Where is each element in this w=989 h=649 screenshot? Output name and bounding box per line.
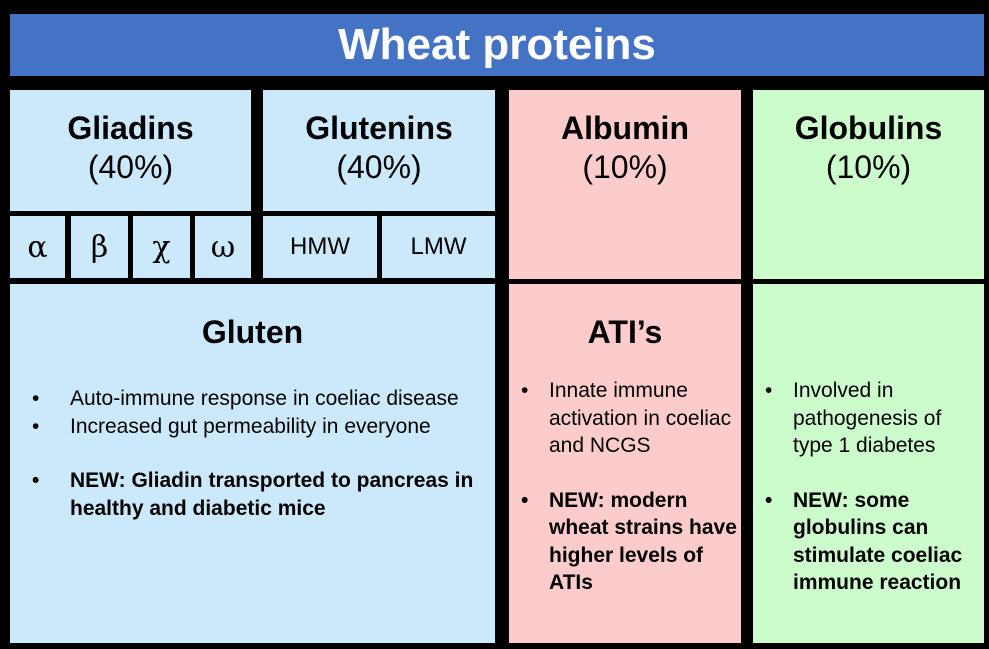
globulins-bullet-2: NEW: some globulins can stimulate coelia… xyxy=(765,487,981,597)
glutenin-hmw: HMW xyxy=(263,216,377,278)
gliadins-header: Gliadins (40%) xyxy=(10,90,251,211)
gluten-panel: Gluten Auto-immune response in coeliac d… xyxy=(10,284,495,643)
gliadin-alpha: α xyxy=(10,216,65,278)
globulins-bullets: Involved in pathogenesis of type 1 diabe… xyxy=(765,377,981,597)
gliadin-omega: ω xyxy=(195,216,251,278)
gliadin-beta: β xyxy=(71,216,128,278)
globulins-name: Globulins xyxy=(794,110,943,146)
gliadins-name: Gliadins xyxy=(67,110,194,146)
gluten-title: Gluten xyxy=(201,314,304,350)
glutenin-lmw: LMW xyxy=(382,216,495,278)
gluten-bullet-1: Auto-immune response in coeliac disease xyxy=(32,385,488,413)
diagram-title: Wheat proteins xyxy=(10,14,984,76)
glutenins-header: Glutenins (40%) xyxy=(263,90,495,211)
atis-bullets: Innate immune activation in coeliac and … xyxy=(521,377,739,597)
glutenins-name: Glutenins xyxy=(305,110,453,146)
gluten-bullets: Auto-immune response in coeliac disease … xyxy=(32,385,488,522)
atis-title: ATI’s xyxy=(587,314,663,350)
gliadin-chi: χ xyxy=(133,216,190,278)
glutenins-percent: (40%) xyxy=(336,149,422,185)
globulins-panel: Involved in pathogenesis of type 1 diabe… xyxy=(753,284,984,643)
atis-panel: ATI’s Innate immune activation in coelia… xyxy=(509,284,741,643)
globulins-percent: (10%) xyxy=(825,149,912,185)
gluten-bullet-2: Increased gut permeability in everyone xyxy=(32,413,488,441)
atis-bullet-2: NEW: modern wheat strains have higher le… xyxy=(521,487,739,597)
gluten-bullet-3: NEW: Gliadin transported to pancreas in … xyxy=(32,467,488,522)
globulins-bullet-1: Involved in pathogenesis of type 1 diabe… xyxy=(765,377,981,460)
gliadins-percent: (40%) xyxy=(87,149,174,185)
albumin-name: Albumin xyxy=(561,110,689,146)
globulins-header: Globulins (10%) xyxy=(753,90,984,279)
atis-bullet-1: Innate immune activation in coeliac and … xyxy=(521,377,739,460)
albumin-header: Albumin (10%) xyxy=(509,90,741,279)
albumin-percent: (10%) xyxy=(582,149,668,185)
